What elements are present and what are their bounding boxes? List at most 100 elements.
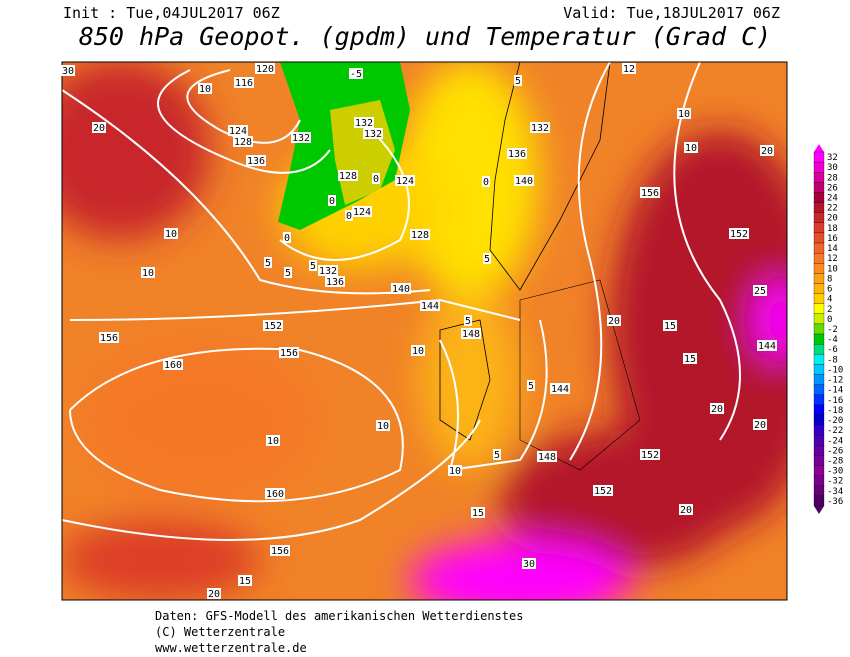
colorbar-cell [813,424,825,436]
colorbar-cell [813,404,825,416]
contour-label-bg [679,504,693,515]
contour-label: 5 [494,450,500,461]
contour-label: 5 [528,381,534,392]
colorbar-cell [813,212,825,223]
colorbar-label: -4 [827,335,838,345]
contour-label: 15 [664,321,676,332]
contour-label-bg [622,63,636,74]
colorbar-label: 14 [827,244,838,254]
contour-label-bg [246,155,266,166]
contour-label: 156 [280,348,298,359]
contour-label: 132 [319,266,337,277]
contour-label: 15 [239,576,251,587]
contour-label: 136 [326,277,344,288]
footer-line: www.wetterzentrale.de [155,641,307,655]
contour-label-bg [507,148,527,159]
colorbar-cell [813,252,825,264]
contour-label: -5 [350,69,362,80]
contour-label: 15 [684,354,696,365]
contour-label-bg [493,449,501,460]
colorbar-label: -14 [827,386,843,396]
contour-label: 140 [515,176,533,187]
colorbar-cell [813,202,825,213]
contour-label: 20 [754,420,766,431]
contour-label: 124 [396,176,414,187]
contour-label: 132 [355,118,373,129]
contour-label-bg [411,345,425,356]
contour-label: 5 [484,254,490,265]
contour-label: 10 [165,229,177,240]
contour-label: 20 [680,505,692,516]
colorbar-label: -10 [827,365,843,375]
colorbar-label: 16 [827,234,838,244]
contour-label-bg [309,260,317,271]
colorbar-label: 18 [827,224,838,234]
contour-label-bg [729,228,749,239]
colorbar-cell [813,384,825,395]
colorbar-cell [813,364,825,375]
contour-label-bg [483,253,491,264]
contour-label-bg [338,170,358,181]
contour-label-bg [753,285,767,296]
init-time: Init : Tue,04JUL2017 06Z [63,4,280,22]
contour-label: 120 [256,64,274,75]
contour-label-bg [349,68,363,79]
contour-label-bg [264,257,272,268]
contour-label: 10 [412,346,424,357]
contour-label: 0 [483,177,489,188]
contour-label-bg [391,283,411,294]
valid-time: Valid: Tue,18JUL2017 06Z [563,4,780,22]
contour-label-bg [537,451,557,462]
contour-label-bg [514,175,534,186]
colorbar-label: -36 [827,497,843,507]
colorbar-label: 0 [827,315,832,325]
colorbar-label: 24 [827,194,838,204]
contour-label-bg [395,175,415,186]
contour-label-bg [376,420,390,431]
contour-label: 156 [271,546,289,557]
colorbar-label: -6 [827,345,838,355]
contour-label: 152 [730,229,748,240]
contour-label: 128 [234,137,252,148]
contour-label-bg [593,485,613,496]
contour-label: 15 [472,508,484,519]
contour-label-bg [640,187,660,198]
colorbar-label: 6 [827,285,832,295]
colorbar-label: 4 [827,295,832,305]
contour-label: 132 [531,123,549,134]
contour-label: 136 [247,156,265,167]
colorbar-label: 22 [827,204,838,214]
contour-label: 10 [142,268,154,279]
colorbar-cell [813,151,825,163]
colorbar-label: -30 [827,467,843,477]
colorbar-label: 30 [827,163,838,173]
contour-label-bg [61,65,75,76]
colorbar-label: 10 [827,264,838,274]
colorbar-tip [814,506,824,514]
colorbar-cell [813,273,825,284]
contour-label: 152 [264,321,282,332]
contour-label-bg [683,353,697,364]
contour-label-bg [464,315,472,326]
colorbar-label: 28 [827,173,838,183]
contour-label: 0 [284,233,290,244]
title: 850 hPa Geopot. (gpdm) und Temperatur (G… [79,22,771,51]
contour-label: 30 [523,559,535,570]
contour-label-bg [760,145,774,156]
colorbar-label: -22 [827,426,843,436]
contour-label-bg [640,449,660,460]
contour-label-bg [164,228,178,239]
contour-label-bg [265,488,285,499]
contour-label-bg [345,210,353,221]
contour-label: 160 [164,360,182,371]
colorbar-cell [813,485,825,497]
contour-label: 140 [392,284,410,295]
colorbar-cell [813,475,825,486]
contour-label-bg [527,380,535,391]
colorbar-cell [813,354,825,365]
contour-label-bg [550,383,570,394]
colorbar-label: -32 [827,477,843,487]
colorbar-label: -12 [827,376,843,386]
colorbar-label: 8 [827,274,832,284]
